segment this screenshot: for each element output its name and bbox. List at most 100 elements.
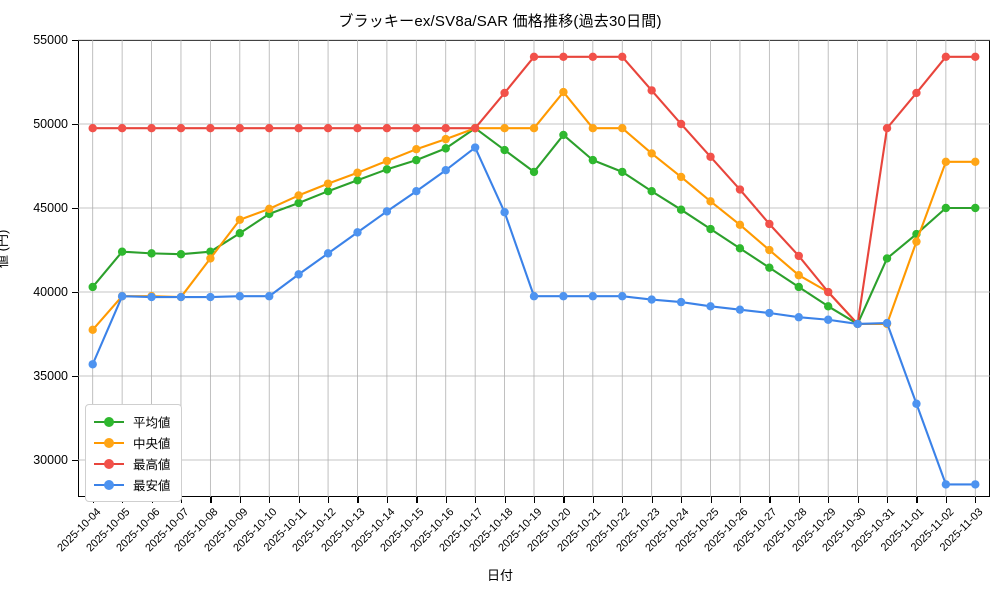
data-point bbox=[794, 282, 803, 292]
legend-item-3[interactable]: 最高値 bbox=[94, 453, 171, 474]
legend-item-label: 最高値 bbox=[133, 458, 171, 472]
x-tick-mark bbox=[328, 497, 330, 503]
y-tick-mark bbox=[72, 208, 78, 210]
data-point bbox=[971, 52, 980, 61]
data-point bbox=[88, 124, 97, 133]
data-point bbox=[735, 185, 745, 194]
data-point bbox=[441, 144, 450, 153]
x-tick-mark bbox=[710, 497, 712, 503]
legend-item-label: 中央値 bbox=[133, 437, 171, 451]
y-tick-mark bbox=[72, 376, 78, 378]
data-point bbox=[323, 187, 333, 196]
data-point bbox=[353, 176, 362, 185]
x-tick-mark bbox=[445, 497, 447, 503]
data-point bbox=[823, 287, 833, 297]
data-point bbox=[647, 86, 656, 95]
y-tick-mark bbox=[72, 124, 78, 126]
data-point bbox=[353, 124, 362, 133]
chart-legend: 平均値中央値最高値最安値 bbox=[85, 404, 182, 502]
x-tick-mark bbox=[622, 497, 624, 503]
y-tick-label: 35000 bbox=[33, 369, 68, 384]
x-tick-mark bbox=[239, 497, 241, 503]
x-tick-mark bbox=[857, 497, 859, 503]
data-point bbox=[794, 313, 803, 322]
data-point bbox=[765, 263, 774, 272]
data-point bbox=[941, 203, 951, 213]
data-point bbox=[853, 319, 862, 329]
y-tick-label: 30000 bbox=[33, 453, 68, 468]
data-point bbox=[88, 360, 97, 369]
data-point bbox=[765, 219, 774, 229]
data-point bbox=[941, 480, 951, 489]
data-point bbox=[618, 292, 627, 301]
data-point bbox=[647, 187, 656, 196]
data-point bbox=[500, 145, 509, 155]
data-point bbox=[912, 88, 921, 98]
legend-item-1[interactable]: 平均値 bbox=[94, 411, 171, 432]
data-point bbox=[823, 315, 833, 324]
data-point bbox=[235, 292, 245, 301]
data-point bbox=[559, 52, 568, 61]
data-point bbox=[500, 88, 509, 98]
data-point bbox=[529, 52, 539, 61]
legend-item-label: 平均値 bbox=[133, 416, 171, 430]
data-point bbox=[265, 292, 274, 301]
data-point bbox=[676, 119, 686, 129]
data-point bbox=[235, 124, 245, 133]
data-point bbox=[235, 215, 245, 224]
data-point bbox=[794, 251, 803, 261]
data-point bbox=[882, 124, 892, 133]
data-point bbox=[147, 249, 156, 258]
data-point bbox=[706, 197, 715, 206]
data-point bbox=[382, 165, 392, 174]
data-point bbox=[559, 130, 568, 140]
data-point bbox=[88, 325, 97, 335]
data-point bbox=[441, 124, 450, 133]
data-point bbox=[176, 292, 186, 302]
legend-marker-icon bbox=[94, 437, 124, 449]
data-point bbox=[500, 124, 509, 133]
x-tick-mark bbox=[386, 497, 389, 503]
data-point bbox=[412, 155, 421, 165]
plot-wrapper bbox=[78, 39, 990, 497]
data-point bbox=[706, 302, 715, 311]
data-point bbox=[353, 168, 362, 177]
data-point bbox=[676, 172, 686, 182]
data-point bbox=[529, 167, 539, 177]
data-point bbox=[588, 52, 598, 61]
legend-item-4[interactable]: 最安値 bbox=[94, 474, 171, 495]
data-point bbox=[882, 318, 892, 328]
x-tick-mark bbox=[592, 497, 595, 503]
data-point bbox=[206, 254, 215, 263]
x-tick-mark bbox=[769, 497, 771, 503]
data-point bbox=[559, 87, 568, 97]
legend-item-2[interactable]: 中央値 bbox=[94, 432, 171, 453]
data-point bbox=[588, 155, 598, 165]
data-point bbox=[735, 305, 745, 314]
y-tick-mark bbox=[72, 292, 78, 294]
x-tick-mark bbox=[975, 497, 977, 503]
data-point bbox=[706, 224, 715, 234]
data-point bbox=[412, 124, 421, 133]
x-tick-mark bbox=[504, 497, 506, 503]
series-layer bbox=[88, 52, 980, 489]
data-point bbox=[206, 292, 215, 302]
data-point bbox=[117, 247, 127, 256]
x-axis-title: 日付 bbox=[486, 568, 513, 583]
data-point bbox=[765, 308, 774, 318]
data-point bbox=[941, 157, 951, 167]
data-point bbox=[618, 124, 627, 133]
data-point bbox=[353, 228, 362, 237]
data-point bbox=[706, 152, 715, 161]
x-tick-mark bbox=[357, 497, 359, 503]
data-point bbox=[117, 124, 127, 133]
y-tick-label: 55000 bbox=[33, 33, 68, 47]
data-point bbox=[735, 220, 745, 230]
x-tick-mark bbox=[681, 497, 683, 503]
data-point bbox=[618, 167, 627, 177]
data-point bbox=[176, 124, 186, 133]
data-point bbox=[588, 292, 598, 301]
x-tick-mark bbox=[298, 497, 300, 503]
data-point bbox=[735, 244, 745, 253]
